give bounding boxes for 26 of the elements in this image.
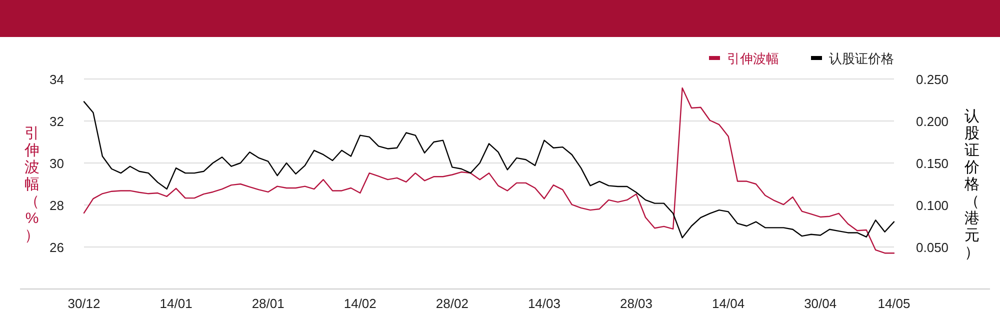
y-tick-label: 34 — [50, 72, 64, 87]
y-tick-label: 28 — [50, 198, 64, 213]
y2-tick-label: 0.200 — [916, 114, 949, 129]
x-tick-label: 28/03 — [620, 296, 653, 311]
y-axis-title: 引伸波幅（%） — [24, 125, 40, 244]
line-series — [83, 87, 895, 254]
line-series — [83, 101, 895, 238]
text: 认股证价格（港元） — [964, 108, 980, 261]
x-tick-label: 30/12 — [68, 296, 100, 311]
x-tick-label: 14/04 — [712, 296, 745, 311]
y2-tick-label: 0.100 — [916, 198, 949, 213]
legend-label: 引伸波幅 — [727, 51, 779, 66]
x-tick-label: 14/03 — [528, 296, 560, 311]
legend-label: 认股证价格 — [829, 51, 894, 66]
x-tick-label: 14/01 — [160, 296, 192, 311]
y-tick-label: 30 — [50, 156, 64, 171]
x-tick-label: 14/05 — [878, 296, 910, 311]
x-tick-label: 28/01 — [252, 296, 284, 311]
y2-tick-label: 0.250 — [916, 72, 949, 87]
x-tick-label: 30/04 — [804, 296, 837, 311]
y2-tick-label: 0.150 — [916, 156, 949, 171]
y-tick-label: 32 — [50, 114, 64, 129]
y2-tick-label: 0.050 — [916, 240, 949, 255]
x-tick-label: 28/02 — [436, 296, 468, 311]
x-tick-label: 14/02 — [344, 296, 376, 311]
y-tick-label: 26 — [50, 240, 64, 255]
